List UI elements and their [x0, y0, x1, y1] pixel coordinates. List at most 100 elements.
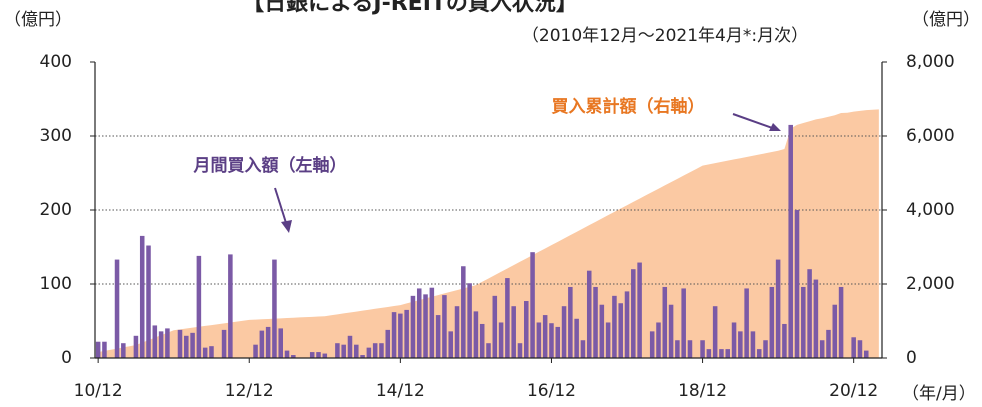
bar — [826, 329, 831, 358]
bar — [209, 346, 214, 358]
bar — [801, 286, 806, 358]
bar — [631, 269, 636, 358]
y2-axis-label: （億円） — [912, 10, 980, 30]
bar — [278, 328, 283, 358]
bar — [486, 343, 491, 358]
arrow-head — [281, 220, 292, 233]
bar — [139, 235, 145, 358]
bar — [775, 259, 781, 358]
bar — [152, 325, 158, 358]
bar — [322, 353, 328, 358]
bar — [398, 313, 403, 358]
x-tick-label: 14/12 — [376, 381, 425, 401]
bar — [184, 335, 189, 358]
y-tick-label: 100 — [40, 274, 72, 294]
annotation: 月間買入額（左軸） — [193, 155, 347, 176]
x-tick-label: 10/12 — [74, 381, 123, 401]
bar — [309, 352, 315, 358]
chart-subtitle: （2010年12月～2021年4月*:月次） — [522, 26, 808, 46]
bar — [549, 323, 554, 358]
bar — [423, 294, 428, 358]
bar — [593, 286, 598, 358]
y-axis-label: （億円） — [4, 10, 72, 30]
bar — [511, 306, 516, 358]
bar — [725, 349, 731, 358]
bar — [165, 328, 170, 358]
bar — [599, 304, 605, 358]
y2-tick-label: 2,000 — [906, 274, 955, 294]
plot: 0 100 200 300 400 0 2,000 4,000 6,000 8,000 10/12 1… — [40, 52, 955, 401]
bar — [391, 312, 397, 358]
bar — [605, 322, 611, 358]
bar — [675, 340, 680, 358]
bar — [681, 288, 686, 358]
bar — [284, 350, 290, 358]
bar — [561, 306, 567, 358]
bar — [662, 286, 668, 358]
bar — [794, 210, 800, 358]
x-tick-label: 20/12 — [829, 381, 878, 401]
bar — [316, 352, 321, 358]
arrow — [274, 187, 288, 227]
bar — [819, 340, 825, 358]
y2-tick-label: 8,000 — [906, 52, 955, 72]
y-tick-label: 0 — [61, 348, 72, 368]
bar — [404, 309, 409, 358]
bar — [372, 343, 378, 358]
bar — [467, 283, 472, 358]
bar — [416, 288, 422, 358]
bar — [738, 331, 743, 358]
area — [98, 109, 879, 358]
bar — [712, 306, 718, 358]
bar — [624, 291, 630, 358]
bar — [265, 326, 271, 358]
bar — [555, 326, 561, 358]
bar — [618, 303, 623, 358]
bar — [649, 331, 655, 358]
y-tick-label: 400 — [40, 52, 72, 72]
bar — [807, 269, 812, 358]
bar — [788, 124, 793, 359]
x-tick-label: 18/12 — [678, 381, 727, 401]
bar — [221, 329, 227, 358]
bar — [763, 340, 768, 358]
bar — [366, 347, 372, 358]
bar — [524, 301, 529, 358]
bar — [341, 344, 346, 358]
bar — [687, 340, 693, 358]
y2-tick-label: 0 — [906, 348, 917, 368]
bar — [769, 286, 775, 358]
x-tick-label: 16/12 — [527, 381, 576, 401]
bar — [813, 279, 819, 358]
bar — [731, 322, 737, 358]
bar — [700, 340, 705, 358]
bar — [505, 278, 510, 358]
arrow-head — [769, 123, 781, 131]
bar — [146, 245, 151, 358]
y-tick-label: 300 — [40, 126, 72, 146]
bar — [442, 295, 447, 358]
bar — [574, 318, 579, 358]
bar — [448, 331, 453, 358]
bar — [158, 331, 164, 358]
bar — [744, 288, 749, 358]
bar — [586, 270, 592, 358]
bar — [114, 259, 120, 358]
bar — [530, 252, 535, 358]
bar — [385, 329, 391, 358]
bar — [272, 259, 277, 358]
bar — [202, 347, 208, 358]
bar — [637, 262, 642, 358]
y2-tick-label: 6,000 — [906, 126, 955, 146]
arrow — [732, 113, 779, 131]
bar — [454, 306, 460, 358]
bar — [410, 295, 416, 358]
y2-tick-label: 4,000 — [906, 200, 955, 220]
bar — [335, 343, 340, 358]
bar — [782, 323, 787, 358]
bar — [190, 332, 195, 358]
bar — [479, 323, 485, 358]
annotation: 買入累計額（右軸） — [552, 96, 705, 117]
bar — [473, 311, 479, 358]
